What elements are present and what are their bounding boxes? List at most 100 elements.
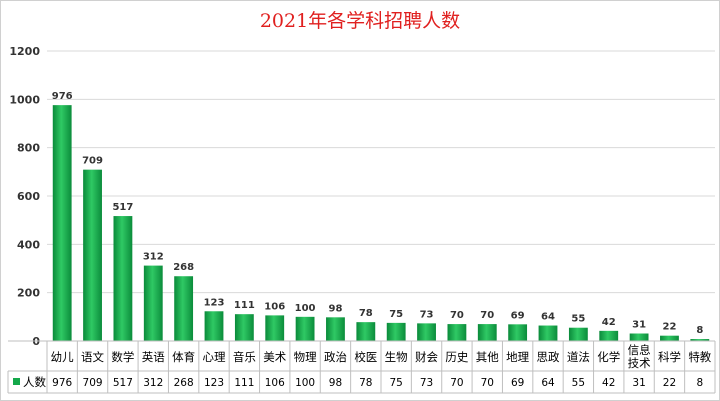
category-label: 政治	[324, 350, 347, 364]
data-label: 78	[359, 308, 373, 319]
table-value: 106	[265, 377, 285, 389]
data-label: 312	[143, 252, 164, 263]
bar	[690, 339, 710, 341]
bar	[174, 276, 194, 341]
y-tick-label: 1000	[9, 93, 40, 106]
table-value: 69	[511, 377, 524, 389]
bar	[386, 322, 406, 341]
table-value: 517	[113, 377, 133, 389]
data-label: 64	[541, 312, 555, 323]
table-value: 123	[204, 377, 224, 389]
bar	[568, 327, 588, 341]
data-label: 976	[52, 91, 73, 102]
y-tick-label: 600	[17, 190, 40, 203]
data-label: 70	[480, 310, 494, 321]
table-value: 22	[663, 377, 676, 389]
category-label: 数学	[111, 350, 134, 364]
bar	[143, 265, 163, 341]
bar	[326, 317, 345, 341]
table-value: 8	[696, 377, 703, 389]
category-label: 生物	[385, 350, 408, 364]
bar	[660, 335, 679, 341]
table-value: 268	[174, 377, 194, 389]
chart-title: 2021年各学科招聘人数	[259, 10, 461, 32]
bar	[113, 216, 133, 341]
data-label: 22	[662, 322, 676, 333]
data-label: 100	[295, 303, 316, 314]
category-label: 地理	[506, 350, 529, 364]
bar	[477, 324, 497, 341]
bar	[52, 105, 72, 341]
y-tick-label: 400	[17, 238, 40, 251]
category-label: 道法	[567, 350, 590, 364]
category-label: 英语	[142, 350, 165, 364]
y-tick-label: 1200	[9, 45, 40, 58]
data-label: 8	[696, 325, 703, 336]
data-label: 106	[264, 301, 285, 312]
legend-label: 人数	[23, 375, 46, 389]
bar	[447, 324, 467, 341]
data-label: 73	[420, 309, 434, 320]
table-value: 98	[329, 377, 342, 389]
table-value: 31	[632, 377, 645, 389]
table-value: 100	[295, 377, 315, 389]
bar	[356, 322, 376, 341]
data-label: 31	[632, 320, 646, 331]
category-label: 化学	[597, 350, 620, 364]
table-value: 70	[450, 377, 463, 389]
table-value: 75	[389, 377, 402, 389]
table-value: 709	[83, 377, 103, 389]
table-value: 78	[359, 377, 372, 389]
bar	[265, 315, 285, 341]
table-value: 70	[481, 377, 494, 389]
data-label: 55	[571, 314, 585, 325]
table-value: 42	[602, 377, 615, 389]
table-value: 111	[234, 377, 254, 389]
bars	[52, 105, 710, 341]
data-label: 123	[204, 297, 225, 308]
category-label: 信息技术	[628, 343, 651, 370]
bar	[508, 324, 528, 341]
data-label: 111	[234, 300, 255, 311]
data-label: 268	[173, 262, 194, 273]
data-label: 98	[328, 303, 342, 314]
category-label: 其他	[476, 350, 499, 364]
data-label: 75	[389, 309, 403, 320]
data-label: 42	[602, 317, 616, 328]
data-labels: 976 709 517 312 268 123 111 106 100 98 78 75 73 70 70 6…	[52, 91, 704, 336]
bar	[417, 323, 436, 341]
category-label: 思政	[537, 350, 560, 364]
category-label: 校医	[354, 350, 377, 364]
y-axis-ticks: 020040060080010001200	[9, 45, 40, 348]
category-label: 科学	[658, 350, 681, 364]
bar	[83, 169, 102, 341]
table-value: 312	[143, 377, 163, 389]
category-label: 财会	[415, 350, 438, 364]
bar	[629, 333, 649, 341]
y-tick-label: 200	[17, 287, 40, 300]
bar	[234, 314, 254, 341]
bar	[295, 316, 315, 341]
category-label: 语文	[81, 350, 104, 364]
bar	[204, 311, 224, 341]
category-label: 历史	[445, 350, 468, 364]
table-value: 73	[420, 377, 433, 389]
legend-swatch	[13, 378, 20, 385]
table-value: 976	[52, 377, 72, 389]
bar	[538, 325, 558, 341]
category-label: 物理	[294, 350, 317, 364]
table-value: 64	[541, 377, 555, 389]
category-label: 美术	[263, 350, 286, 364]
data-label: 709	[82, 156, 103, 167]
bar	[599, 330, 619, 341]
category-label: 体育	[172, 350, 195, 364]
category-label: 特教	[688, 350, 711, 364]
category-label: 心理	[203, 350, 226, 364]
table-value: 55	[572, 377, 585, 389]
data-label: 517	[112, 202, 133, 213]
y-tick-label: 800	[17, 142, 40, 155]
data-label: 70	[450, 310, 464, 321]
data-label: 69	[511, 310, 525, 321]
